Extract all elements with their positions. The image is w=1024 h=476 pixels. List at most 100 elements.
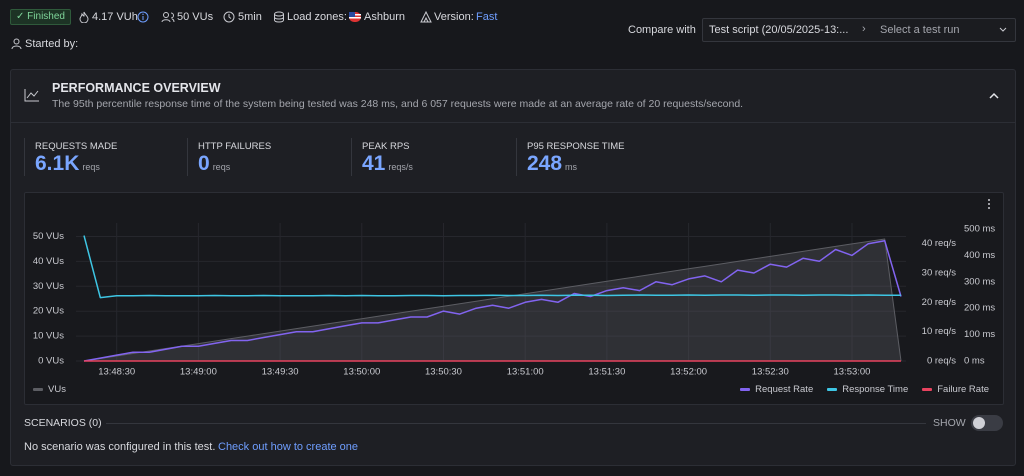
show-toggle[interactable] — [971, 415, 1003, 431]
metric-unit: ms — [565, 162, 578, 172]
y-tick-label: 30 VUs — [33, 281, 64, 292]
vuh: 4.17 VUh — [92, 11, 138, 23]
legend-item[interactable]: VUs — [33, 384, 66, 395]
line — [83, 239, 902, 362]
load-zone: Ashburn — [364, 11, 405, 23]
flag-icon — [349, 12, 361, 22]
vsep — [516, 138, 517, 176]
legend-label: VUs — [48, 384, 66, 395]
toggle-knob — [973, 417, 985, 429]
show-label: SHOW — [933, 417, 966, 429]
metric: 0 reqs — [198, 152, 230, 176]
compare-script: Test script (20/05/2025-13:... — [709, 24, 849, 36]
y2-tick-label: 20 req/s — [922, 297, 957, 308]
metric: 41 reqs/s — [362, 152, 413, 176]
x-tick-label: 13:53:00 — [833, 367, 870, 378]
y3-tick-label: 0 ms — [964, 356, 985, 367]
legend-label: Failure Rate — [937, 384, 989, 395]
vus: 50 VUs — [177, 11, 214, 23]
y3-tick-label: 100 ms — [964, 329, 995, 340]
metric: 6.1K reqs — [35, 152, 100, 176]
metric-label: HTTP FAILURES — [198, 141, 272, 152]
icon — [274, 11, 284, 23]
x-tick-label: 13:51:00 — [507, 367, 544, 378]
legend-swatch — [922, 387, 933, 391]
overview-summary: The 95th percentile response time of the… — [52, 98, 744, 110]
icon — [11, 38, 22, 50]
compare-label: Compare with — [628, 24, 696, 36]
chart: 0 VUs 10 VUs 20 VUs 30 VUs 40 VUs 50 VUs 0 req… — [33, 223, 995, 378]
overview-title: PERFORMANCE OVERVIEW — [52, 81, 221, 95]
x-tick-label: 13:49:00 — [180, 367, 217, 378]
icon — [161, 12, 175, 23]
x-tick-label: 13:48:30 — [98, 367, 135, 378]
chart-icon — [24, 89, 39, 102]
divider — [11, 122, 1015, 123]
x-tick-label: 13:51:30 — [588, 367, 625, 378]
y-tick-label: 50 VUs — [33, 231, 64, 242]
legend-swatch — [740, 387, 751, 391]
y-tick-label: 20 VUs — [33, 306, 64, 317]
collapse-button[interactable] — [989, 92, 999, 99]
y3-tick-label: 400 ms — [964, 250, 995, 261]
metric-label: PEAK RPS — [362, 141, 410, 152]
x-tick-label: 13:50:30 — [425, 367, 462, 378]
vsep — [187, 138, 188, 176]
menu-button[interactable] — [985, 198, 993, 210]
separator-icon: › — [862, 23, 866, 35]
x-tick-label: 13:49:30 — [262, 367, 299, 378]
metric-unit: reqs — [82, 162, 100, 172]
y3-tick-label: 500 ms — [964, 224, 995, 235]
status: Finished — [27, 11, 65, 22]
line — [83, 235, 901, 299]
metric-value: 41 — [362, 152, 386, 175]
y2-tick-label: 40 req/s — [922, 238, 957, 249]
y-tick-label: 0 VUs — [38, 356, 64, 367]
legend: Request Rate Response Time Failure Rate — [740, 384, 989, 395]
area — [84, 239, 901, 361]
metric-value: 248 — [527, 152, 563, 175]
vsep — [24, 138, 25, 176]
scenarios-message: No scenario was configured in this test. — [24, 441, 216, 453]
scenarios-title: SCENARIOS (0) — [24, 417, 102, 429]
legend-label: Request Rate — [755, 384, 814, 395]
metric-value: 0 — [198, 152, 210, 175]
y2-tick-label: 30 req/s — [922, 268, 957, 279]
chart-container: 0 VUs 10 VUs 20 VUs 30 VUs 40 VUs 50 VUs 0 req… — [24, 192, 1004, 405]
info-icon[interactable] — [137, 11, 149, 23]
metric-value: 6.1K — [35, 152, 80, 175]
divider — [106, 423, 926, 424]
metric: 248 ms — [527, 152, 577, 176]
legend-item[interactable]: Response Time — [827, 384, 908, 395]
icon — [79, 11, 89, 23]
y-tick-label: 10 VUs — [33, 331, 64, 342]
legend-item[interactable]: Failure Rate — [922, 384, 989, 395]
legend-swatch — [827, 387, 838, 391]
metric-label: REQUESTS MADE — [35, 141, 118, 152]
metric-label: P95 RESPONSE TIME — [527, 141, 625, 152]
legend: VUs — [33, 384, 66, 395]
x-tick-label: 13:52:30 — [752, 367, 789, 378]
legend-swatch — [33, 387, 43, 391]
started-by: Started by: — [25, 38, 79, 50]
icon — [223, 11, 235, 23]
y2-tick-label: 10 req/s — [922, 326, 957, 337]
compare-select[interactable]: Test script (20/05/2025-13:... › Select … — [702, 18, 1016, 42]
line — [83, 238, 902, 362]
version[interactable]: Fast — [476, 11, 498, 23]
chevron-down — [999, 27, 1007, 32]
icon — [420, 11, 432, 23]
select-placeholder: Select a test run — [880, 24, 960, 36]
metric-unit: reqs — [212, 162, 231, 172]
status-badge: ✓ Finished — [10, 9, 71, 25]
version-label: Version: — [434, 11, 474, 23]
vsep — [351, 138, 352, 176]
overview-panel: PERFORMANCE OVERVIEW The 95th percentile… — [10, 69, 1016, 466]
legend-label: Response Time — [842, 384, 909, 395]
duration: 5min — [238, 11, 262, 23]
legend-item[interactable]: Request Rate — [740, 384, 813, 395]
scenarios-link[interactable]: Check out how to create one — [218, 441, 359, 453]
y2-tick-label: 0 req/s — [927, 356, 956, 367]
x-tick-label: 13:50:00 — [343, 367, 380, 378]
